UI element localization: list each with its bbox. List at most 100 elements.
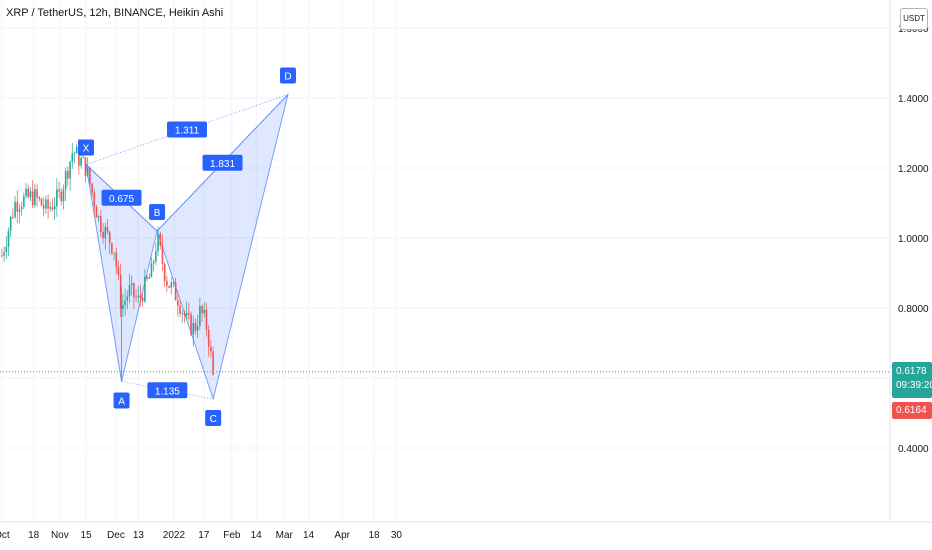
candle-body: [86, 167, 89, 177]
candle-body: [128, 284, 131, 297]
candle-body: [9, 216, 12, 231]
candle-body: [20, 207, 23, 210]
pattern-point-d[interactable]: D: [279, 67, 296, 84]
pattern-point-a-text: A: [118, 397, 125, 408]
candle-body: [203, 309, 206, 314]
candle-body: [12, 216, 14, 218]
candle-body: [192, 323, 195, 335]
candle-body: [91, 183, 93, 193]
pattern-point-b-box: [149, 204, 166, 220]
candle-body: [25, 188, 27, 197]
candle-body: [113, 252, 115, 254]
candle-body: [45, 199, 47, 209]
candle-body: [124, 300, 126, 305]
pattern-point-b[interactable]: B: [149, 204, 166, 220]
candle-body: [139, 295, 142, 298]
x-tick-label: Mar: [276, 530, 294, 541]
candle-body: [3, 252, 5, 256]
x-tick-label: Oct: [0, 530, 10, 541]
candle-body: [188, 313, 190, 315]
candle-body: [7, 230, 10, 247]
y-tick-label: 1.0000: [898, 234, 929, 245]
pattern-triangle-bcd: [156, 92, 289, 401]
candle-body: [135, 297, 137, 298]
candle-body: [64, 170, 67, 190]
ratio-xb-text: 0.675: [109, 194, 134, 205]
candle-body: [155, 251, 157, 262]
candle-body: [75, 147, 78, 154]
currency-unit-button[interactable]: USDT: [900, 8, 928, 30]
candle-body: [166, 280, 168, 286]
candle-body: [148, 277, 151, 279]
x-tick-label: 17: [198, 530, 210, 541]
candle-body: [73, 153, 76, 155]
candle-body: [16, 201, 19, 212]
candle-body: [106, 227, 109, 232]
candle-body: [119, 274, 122, 309]
candle-body: [163, 263, 166, 281]
candle-body: [210, 346, 212, 352]
candle-body: [1, 255, 3, 257]
candle-body: [177, 300, 179, 306]
candle-body: [40, 198, 43, 206]
candle-body: [62, 189, 65, 202]
candle-body: [194, 323, 197, 331]
pattern-point-a[interactable]: A: [113, 392, 130, 409]
candle-body: [174, 282, 177, 301]
pattern-ratio-line: [121, 381, 214, 400]
pattern-point-c-box: [205, 410, 222, 426]
candle-body: [53, 206, 56, 210]
time-axis[interactable]: Oct 18 Nov 15 Dec 13 2022 17 Feb 14 Mar 14 Apr 18 30: [0, 521, 932, 541]
candle-body: [181, 312, 184, 314]
pattern-point-c[interactable]: C: [205, 410, 222, 426]
candle-body: [23, 196, 25, 208]
pattern-point-d-box: [279, 67, 296, 84]
pattern-point-d-text: D: [284, 72, 291, 83]
candle-body: [49, 207, 52, 209]
ratio-xd[interactable]: 1.311: [167, 121, 207, 138]
ratio-ac[interactable]: 1.135: [147, 382, 188, 399]
harmonic-pattern-labels[interactable]: X A B C D 1.311 0.675 1.831 1.135: [78, 67, 296, 427]
ratio-xb[interactable]: 0.675: [101, 189, 142, 206]
candle-body: [104, 227, 107, 239]
candle-body: [60, 191, 63, 202]
ratio-ac-text: 1.135: [155, 386, 180, 397]
ratio-xb-box: [101, 189, 142, 206]
ratio-bd-text: 1.831: [210, 159, 235, 170]
candle-body: [161, 245, 164, 264]
x-tick-label: 30: [391, 530, 403, 541]
bar-countdown: 09:39:20: [896, 380, 932, 391]
candle-body: [117, 267, 120, 275]
candle-body: [27, 188, 30, 198]
ratio-xd-box: [167, 121, 207, 138]
candle-body: [212, 351, 214, 375]
candle-body: [29, 191, 32, 198]
candlestick-series: [1, 138, 214, 382]
price-axis[interactable]: 0.40000.60000.80001.00001.20001.40001.60…: [889, 0, 929, 522]
x-tick-label: Feb: [223, 530, 241, 541]
candle-body: [84, 157, 87, 177]
pattern-point-x-text: X: [83, 144, 90, 155]
candle-body: [130, 283, 133, 285]
x-tick-label: 15: [80, 530, 92, 541]
ratio-ac-box: [147, 382, 188, 399]
candle-body: [170, 282, 173, 288]
candle-body: [144, 276, 146, 302]
candle-body: [78, 147, 80, 166]
candle-body: [71, 153, 74, 162]
x-tick-label: 2022: [163, 530, 186, 541]
candle-body: [31, 191, 34, 206]
candle-body: [58, 189, 60, 192]
candle-body: [126, 296, 129, 301]
pattern-point-a-box: [113, 392, 130, 409]
current-price-value: 0.6178: [896, 366, 927, 377]
y-tick-label: 0.4000: [898, 444, 929, 455]
candle-body: [82, 157, 85, 159]
ratio-bd[interactable]: 1.831: [202, 154, 243, 171]
x-tick-label: Dec: [107, 530, 125, 541]
x-tick-label: 13: [133, 530, 145, 541]
candle-body: [111, 243, 113, 254]
pattern-point-x[interactable]: X: [78, 139, 95, 156]
candle-body: [102, 232, 104, 239]
